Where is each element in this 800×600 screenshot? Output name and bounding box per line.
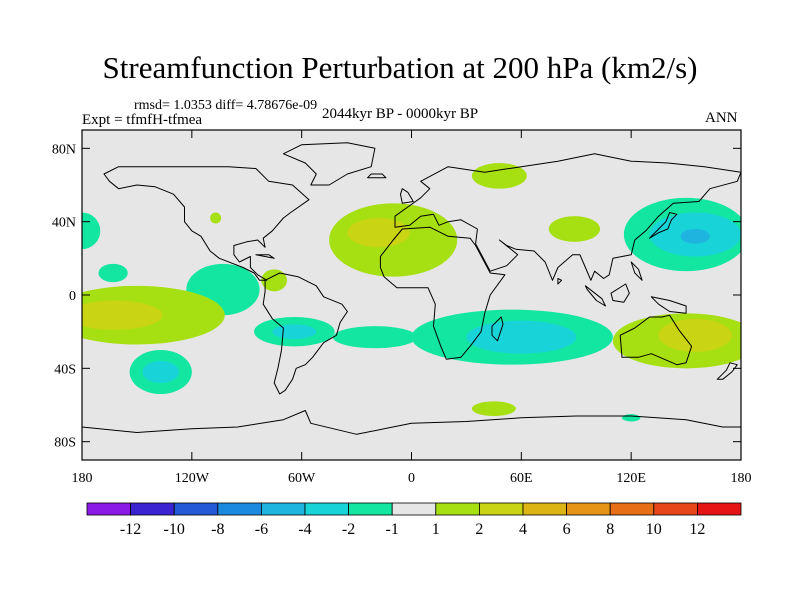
colorbar-swatch (609, 502, 655, 516)
anomaly-s-indian-pos (471, 401, 516, 416)
coastline-sri-lanka (557, 278, 563, 285)
coastline-borneo (610, 283, 630, 303)
anomaly-s-atlantic-neg (332, 326, 417, 349)
coastline-british-isles (400, 188, 414, 204)
coastline-new-guinea (650, 296, 687, 314)
coastline-australia (619, 314, 693, 366)
coastline-sumatra (584, 285, 606, 307)
anomaly-s-pacific-neg-inner (142, 361, 180, 383)
anomaly-n-atlantic-small-pos (210, 212, 222, 224)
lat-tick-label: 40S (54, 362, 76, 377)
colorbar-swatch (86, 502, 131, 516)
coastline-africa (379, 226, 506, 360)
lon-tick-label: 60W (288, 471, 316, 486)
anomaly-asia-mid-pos (548, 216, 601, 242)
coastline-madagascar (491, 316, 504, 342)
colorbar-swatch (304, 502, 349, 516)
coastline-iceland (367, 173, 387, 179)
coastline-japan (649, 212, 678, 239)
colorbar-swatch (653, 502, 698, 516)
coastline-north-america (103, 166, 310, 281)
colorbar-label: -2 (342, 521, 355, 538)
colorbar-label: 10 (646, 521, 662, 538)
colorbar-swatch (435, 502, 480, 516)
coastline-antarctica (82, 410, 741, 460)
coastline-europe-asia (394, 153, 741, 281)
lat-tick-label: 80S (54, 436, 76, 451)
lon-tick-label: 180 (731, 471, 752, 486)
lon-tick-label: 180 (72, 471, 93, 486)
colorbar-label: -12 (120, 521, 141, 538)
colorbar-label: -4 (298, 521, 311, 538)
lon-tick-label: 60E (510, 471, 533, 486)
lon-tick-label: 120E (616, 471, 646, 486)
anomaly-asia-north-pos (471, 163, 527, 189)
colorbar-label: 2 (475, 521, 483, 538)
anomaly-nw-pacific-neg-core (680, 229, 710, 244)
season-label: ANN (705, 110, 738, 126)
coastlines (82, 142, 741, 460)
colorbar-label: -1 (386, 521, 399, 538)
colorbar-swatch (217, 502, 262, 516)
colorbar-label: 8 (606, 521, 614, 538)
lat-tick-label: 40N (52, 216, 76, 231)
experiment-label: Expt = tfmfH-tfmea (82, 112, 203, 128)
anomaly-n-africa-pos-inner (347, 218, 410, 248)
colorbar-swatch (391, 502, 437, 516)
colorbar-swatch (478, 502, 524, 516)
colorbar-swatch (522, 502, 567, 516)
colorbar-swatch (348, 502, 393, 516)
stats-text: rmsd= 1.0353 diff= 4.78676e-09 (134, 98, 318, 113)
colorbar-swatch (173, 502, 219, 516)
coastline-south-america (262, 272, 348, 395)
coastline-cuba (255, 254, 275, 259)
lon-tick-label: 0 (408, 471, 415, 486)
colorbar-label: -6 (255, 521, 268, 538)
colorbar-label: 4 (519, 521, 527, 538)
anomaly-indian-ocean-neg-inner (466, 320, 577, 354)
anomaly-field (82, 163, 741, 422)
colorbar-swatch (130, 502, 175, 516)
coastline-new-zealand (716, 362, 738, 380)
lat-tick-label: 80N (52, 142, 76, 157)
lat-tick-label: 0 (69, 289, 76, 304)
period-label: 2044kyr BP - 0000kyr BP (322, 106, 479, 122)
colorbar-swatch (260, 502, 306, 516)
colorbar-label: 1 (432, 521, 440, 538)
coastline-philippines (630, 261, 643, 281)
anomaly-n-pacific-small-neg (98, 263, 128, 283)
lon-tick-label: 120W (175, 471, 210, 486)
colorbar-label: -10 (164, 521, 185, 538)
colorbar-label: 6 (563, 521, 571, 538)
coastline-greenland (282, 142, 376, 186)
map-title: Streamfunction Perturbation at 200 hPa (… (102, 50, 698, 85)
colorbar-label: -8 (211, 521, 224, 538)
anomaly-s-pacific-pos-inner (82, 300, 163, 330)
colorbar-swatch (566, 502, 611, 516)
colorbar-swatch (697, 502, 742, 516)
anomaly-central-america-pos (261, 269, 288, 292)
colorbar-label: 12 (689, 521, 705, 538)
